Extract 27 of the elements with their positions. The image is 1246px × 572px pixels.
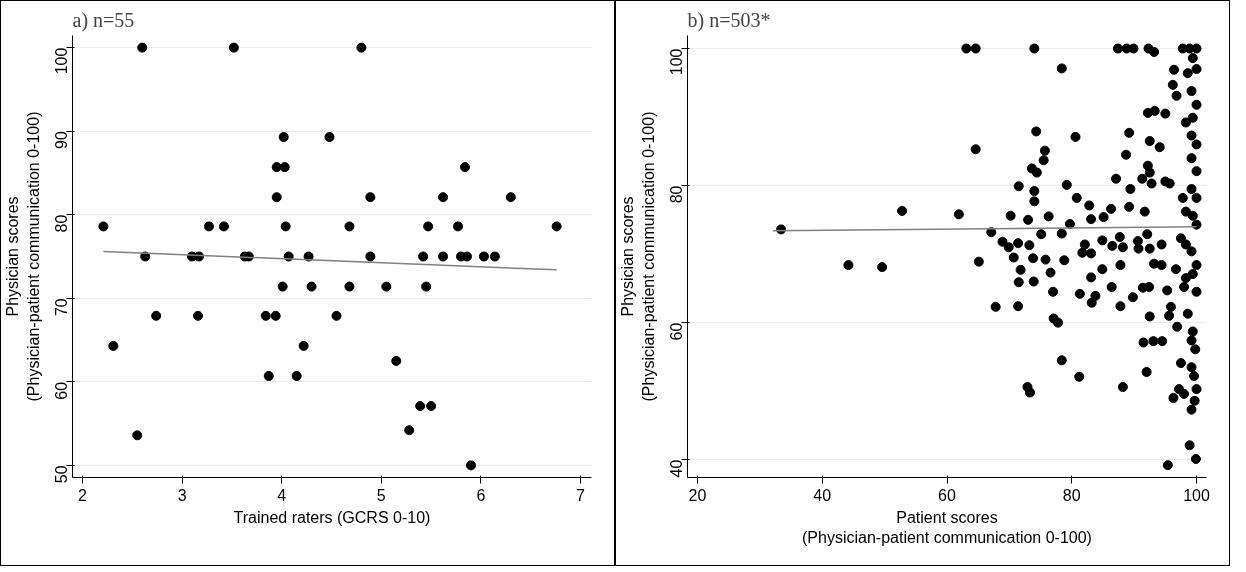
y-tick-label: 60 (53, 381, 71, 400)
y-tick-label: 70 (53, 298, 71, 317)
x-tick-label: 3 (177, 486, 187, 504)
y-tick-label: 90 (53, 131, 71, 149)
x-axis-title: Patient scores (Physician-patient communication 0-100) (802, 508, 1092, 546)
y-tick-label: 100 (53, 47, 71, 75)
y-tick-label: 50 (53, 465, 71, 484)
x-tick-label: 80 (1062, 486, 1081, 504)
x-tick-label: 7 (576, 486, 586, 504)
x-tick-label: 60 (938, 486, 956, 504)
y-axis-title: Physician scores (Physician-patient communication 0-100) (4, 111, 42, 402)
y-tick-label: 80 (53, 214, 71, 233)
x-tick-label: 20 (688, 486, 707, 504)
y-tick-label: 60 (668, 322, 686, 341)
y-tick-label: 80 (668, 185, 686, 204)
chart-title: b) n=503* (687, 8, 771, 32)
x-axis-title: Trained raters (GCRS 0-10) (233, 508, 431, 526)
x-tick-label: 40 (813, 486, 832, 504)
x-tick-label: 100 (1183, 486, 1210, 504)
x-tick-label: 2 (78, 486, 88, 504)
chart-title: a) n=55 (72, 8, 135, 32)
x-tick-label: 6 (476, 486, 486, 504)
y-tick-label: 40 (668, 459, 686, 478)
y-tick-label: 100 (668, 48, 686, 76)
x-tick-label: 5 (376, 486, 386, 504)
x-tick-label: 4 (277, 486, 287, 504)
y-axis-title: Physician scores (Physician-patient communication 0-100) (619, 111, 657, 402)
